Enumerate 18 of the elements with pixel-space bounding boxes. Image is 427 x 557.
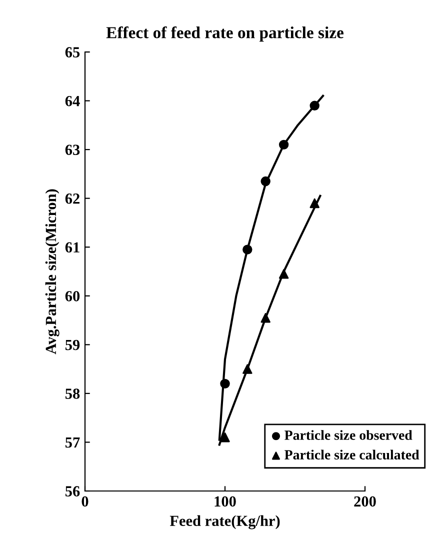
y-tick-label: 57 [65, 438, 80, 448]
y-tick-label: 64 [65, 96, 80, 106]
y-axis-title: Avg.Particle size(Micron) [45, 189, 60, 354]
y-tick-label: 56 [65, 486, 80, 496]
y-tick-label: 62 [65, 194, 80, 204]
y-tick-label: 58 [65, 388, 80, 399]
y-tick-label: 60 [65, 291, 80, 302]
x-tick-label: 0 [82, 496, 88, 507]
x-axis-title: Feed rate(Kg/hr) [170, 515, 280, 530]
y-tick-label: 65 [65, 47, 80, 58]
y-tick-label: 59 [65, 340, 80, 350]
x-tick-label: 200 [354, 496, 376, 507]
y-tick-label: 61 [65, 242, 80, 253]
y-tick-label: 63 [65, 144, 80, 156]
x-tick-label: 100 [214, 496, 236, 507]
legend-label: Particle size observed [284, 430, 412, 440]
chart-title: Effect of feed rate on particle size [106, 26, 344, 42]
legend-label: Particle size calculated [284, 450, 420, 460]
